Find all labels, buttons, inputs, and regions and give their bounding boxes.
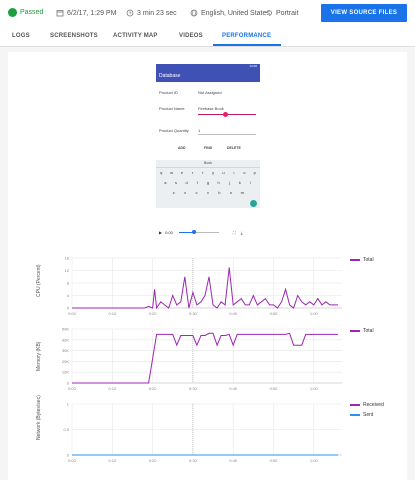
key-c[interactable]: c bbox=[195, 190, 198, 195]
tab-bar: LOGS SCREENSHOTS ACTIVITY MAP VIDEOS PER… bbox=[0, 28, 415, 47]
memory-legend-total: Total bbox=[350, 328, 374, 334]
key-d[interactable]: d bbox=[185, 180, 188, 185]
datetime-text: 6/2/17, 1:29 PM bbox=[67, 9, 117, 17]
key-l[interactable]: l bbox=[250, 180, 252, 185]
product-id-value: Not Assigned bbox=[198, 90, 222, 95]
keyboard-suggestion[interactable]: Book bbox=[156, 160, 260, 168]
key-g[interactable]: g bbox=[206, 180, 210, 185]
orientation-meta: Portrait bbox=[265, 9, 299, 17]
soft-keyboard: Book q w e r t y u i o p a s d f g h j k l z x c v b n m bbox=[156, 160, 260, 208]
key-k[interactable]: k bbox=[238, 180, 241, 185]
product-qty-label: Product Quantity bbox=[159, 128, 189, 133]
text-cursor-handle bbox=[223, 112, 228, 117]
product-name-label: Product Name bbox=[159, 106, 185, 111]
key-t[interactable]: t bbox=[202, 170, 204, 175]
key-p[interactable]: p bbox=[253, 170, 256, 175]
add-button[interactable]: ADD bbox=[178, 146, 186, 150]
key-i[interactable]: i bbox=[233, 170, 235, 175]
network-ylabel: Network (Bytes/sec) bbox=[36, 395, 42, 440]
delete-button[interactable]: DELETE bbox=[227, 146, 241, 150]
rotate-icon bbox=[266, 10, 272, 16]
duration-meta: 3 min 23 sec bbox=[126, 9, 177, 17]
key-o[interactable]: o bbox=[243, 170, 246, 175]
key-z[interactable]: z bbox=[172, 190, 175, 195]
key-f[interactable]: f bbox=[196, 180, 198, 185]
tab-videos[interactable]: VIDEOS bbox=[179, 33, 203, 39]
header-bar: Passed 6/2/17, 1:29 PM 3 min 23 sec Engl… bbox=[0, 0, 415, 28]
fullscreen-icon[interactable]: ⛶ bbox=[232, 229, 236, 235]
test-status: Passed bbox=[8, 8, 43, 17]
key-v[interactable]: v bbox=[206, 190, 209, 195]
keyboard-go-key[interactable] bbox=[250, 200, 257, 207]
key-y[interactable]: y bbox=[212, 170, 215, 175]
device-video-preview: 12:00 Database Product ID Not Assigned P… bbox=[156, 64, 260, 246]
active-tab-indicator bbox=[213, 44, 281, 46]
video-player-controls: ▶ 0:00 ⛶ ⤓ bbox=[156, 226, 260, 238]
cpu-ylabel: CPU (Percent) bbox=[36, 264, 42, 297]
play-icon[interactable]: ▶ bbox=[159, 229, 163, 235]
tab-logs[interactable]: LOGS bbox=[12, 33, 30, 39]
globe-icon bbox=[190, 9, 198, 17]
key-q[interactable]: q bbox=[160, 170, 163, 175]
view-source-files-button[interactable]: VIEW SOURCE FILES bbox=[321, 4, 407, 22]
clock-icon bbox=[126, 9, 134, 17]
product-id-label: Product ID bbox=[159, 90, 178, 95]
product-name-value: Firebase Book bbox=[198, 106, 224, 111]
locale-text: English, United States bbox=[201, 9, 270, 17]
key-b[interactable]: b bbox=[218, 190, 221, 195]
memory-ylabel: Memory (KB) bbox=[36, 341, 42, 371]
seek-bar[interactable] bbox=[178, 230, 219, 234]
network-legend-received: Received bbox=[350, 402, 384, 408]
datetime-meta: 6/2/17, 1:29 PM bbox=[56, 9, 116, 17]
key-r[interactable]: r bbox=[191, 170, 194, 175]
locale-meta: English, United States bbox=[190, 9, 270, 17]
key-w[interactable]: w bbox=[170, 170, 174, 175]
status-label: Passed bbox=[20, 9, 44, 16]
orientation-text: Portrait bbox=[276, 9, 299, 17]
phone-appbar-title: Database bbox=[156, 70, 260, 82]
key-j[interactable]: j bbox=[228, 180, 230, 185]
key-u[interactable]: u bbox=[222, 170, 225, 175]
seek-handle[interactable] bbox=[191, 230, 196, 234]
cpu-legend-total: Total bbox=[350, 257, 374, 263]
key-e[interactable]: e bbox=[180, 170, 184, 175]
key-n[interactable]: n bbox=[229, 190, 232, 195]
key-a[interactable]: a bbox=[164, 180, 167, 185]
player-time: 0:00 bbox=[165, 229, 173, 235]
tab-activity-map[interactable]: ACTIVITY MAP bbox=[113, 33, 158, 39]
key-s[interactable]: s bbox=[174, 180, 177, 185]
product-qty-underline bbox=[198, 134, 256, 135]
key-h[interactable]: h bbox=[217, 180, 220, 185]
product-qty-value: 1 bbox=[198, 128, 201, 133]
key-x[interactable]: x bbox=[184, 190, 187, 195]
tab-performance[interactable]: PERFORMANCE bbox=[222, 33, 272, 39]
network-legend-sent: Sent bbox=[350, 412, 373, 418]
find-button[interactable]: FIND bbox=[204, 146, 213, 150]
key-m[interactable]: m bbox=[240, 190, 244, 195]
duration-text: 3 min 23 sec bbox=[137, 9, 177, 17]
tab-screenshots[interactable]: SCREENSHOTS bbox=[50, 33, 98, 39]
phone-status-bar: 12:00 bbox=[156, 64, 260, 70]
check-circle-icon bbox=[8, 8, 17, 17]
download-icon[interactable]: ⤓ bbox=[240, 229, 243, 235]
calendar-icon bbox=[56, 10, 64, 17]
